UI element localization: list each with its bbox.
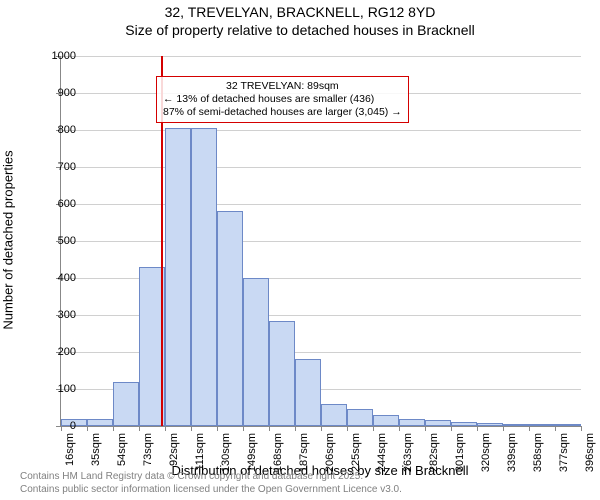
gridline-h xyxy=(61,204,581,205)
annotation-box: 32 TREVELYAN: 89sqm← 13% of detached hou… xyxy=(156,76,409,123)
histogram-bar xyxy=(243,278,269,426)
histogram-bar xyxy=(165,128,191,426)
x-tick-label: 206sqm xyxy=(324,433,336,472)
x-tick-label: 149sqm xyxy=(246,433,258,472)
x-tick-mark xyxy=(451,426,452,431)
x-tick-label: 92sqm xyxy=(168,433,180,466)
x-tick-mark xyxy=(425,426,426,431)
histogram-bar xyxy=(347,409,373,426)
x-tick-label: 320sqm xyxy=(480,433,492,472)
footer-attribution: Contains HM Land Registry data © Crown c… xyxy=(20,471,402,496)
y-tick-label: 500 xyxy=(36,235,76,247)
x-tick-mark xyxy=(113,426,114,431)
x-tick-mark xyxy=(399,426,400,431)
histogram-bar xyxy=(373,415,399,426)
y-tick-label: 400 xyxy=(36,272,76,284)
x-tick-label: 73sqm xyxy=(142,433,154,466)
x-tick-mark xyxy=(373,426,374,431)
histogram-bar xyxy=(269,321,295,426)
plot-area: 32 TREVELYAN: 89sqm← 13% of detached hou… xyxy=(60,56,581,427)
x-tick-mark xyxy=(269,426,270,431)
histogram-bar xyxy=(555,424,581,426)
y-tick-label: 300 xyxy=(36,309,76,321)
x-tick-label: 168sqm xyxy=(272,433,284,472)
gridline-h xyxy=(61,167,581,168)
title-address: 32, TREVELYAN, BRACKNELL, RG12 8YD xyxy=(0,4,600,22)
histogram-bar xyxy=(113,382,139,426)
x-tick-mark xyxy=(477,426,478,431)
gridline-h xyxy=(61,56,581,57)
histogram-bar xyxy=(217,211,243,426)
histogram-bar xyxy=(191,128,217,426)
x-tick-mark xyxy=(295,426,296,431)
histogram-bar xyxy=(503,424,529,426)
x-tick-label: 54sqm xyxy=(116,433,128,466)
y-tick-label: 200 xyxy=(36,346,76,358)
y-tick-label: 900 xyxy=(36,87,76,99)
y-tick-label: 700 xyxy=(36,161,76,173)
y-tick-label: 100 xyxy=(36,383,76,395)
x-tick-label: 377sqm xyxy=(558,433,570,472)
x-tick-label: 396sqm xyxy=(584,433,596,472)
x-tick-mark xyxy=(581,426,582,431)
x-tick-label: 187sqm xyxy=(298,433,310,472)
title-subtitle: Size of property relative to detached ho… xyxy=(0,22,600,40)
x-tick-mark xyxy=(321,426,322,431)
y-tick-label: 800 xyxy=(36,124,76,136)
histogram-bar xyxy=(87,419,113,426)
x-tick-label: 244sqm xyxy=(376,433,388,472)
x-tick-label: 263sqm xyxy=(402,433,414,472)
x-tick-mark xyxy=(529,426,530,431)
x-tick-mark xyxy=(555,426,556,431)
annotation-line: ← 13% of detached houses are smaller (43… xyxy=(163,93,402,106)
x-tick-label: 16sqm xyxy=(64,433,76,466)
x-tick-label: 301sqm xyxy=(454,433,466,472)
gridline-h xyxy=(61,241,581,242)
histogram-bar xyxy=(321,404,347,426)
footer-line1: Contains HM Land Registry data © Crown c… xyxy=(20,471,402,484)
x-tick-mark xyxy=(191,426,192,431)
histogram-bar xyxy=(399,419,425,426)
histogram-bar xyxy=(529,424,555,426)
y-tick-label: 0 xyxy=(36,420,76,432)
histogram-bar xyxy=(477,423,503,426)
y-axis-label: Number of detached properties xyxy=(1,150,16,329)
x-tick-mark xyxy=(503,426,504,431)
x-tick-label: 282sqm xyxy=(428,433,440,472)
gridline-h xyxy=(61,130,581,131)
title-block: 32, TREVELYAN, BRACKNELL, RG12 8YD Size … xyxy=(0,0,600,39)
annotation-line: 87% of semi-detached houses are larger (… xyxy=(163,106,402,119)
footer-line2: Contains public sector information licen… xyxy=(20,484,402,497)
x-tick-mark xyxy=(347,426,348,431)
x-tick-label: 339sqm xyxy=(506,433,518,472)
histogram-bar xyxy=(295,359,321,426)
histogram-bar xyxy=(425,420,451,426)
x-tick-label: 35sqm xyxy=(90,433,102,466)
x-tick-mark xyxy=(165,426,166,431)
x-tick-mark xyxy=(139,426,140,431)
y-tick-label: 600 xyxy=(36,198,76,210)
x-tick-mark xyxy=(243,426,244,431)
annotation-line: 32 TREVELYAN: 89sqm xyxy=(163,80,402,93)
x-tick-label: 358sqm xyxy=(532,433,544,472)
chart-container: 32, TREVELYAN, BRACKNELL, RG12 8YD Size … xyxy=(0,0,600,500)
x-tick-label: 130sqm xyxy=(220,433,232,472)
x-tick-mark xyxy=(87,426,88,431)
histogram-bar xyxy=(451,422,477,426)
x-tick-label: 225sqm xyxy=(350,433,362,472)
x-tick-mark xyxy=(217,426,218,431)
x-tick-label: 111sqm xyxy=(194,433,206,471)
y-tick-label: 1000 xyxy=(36,50,76,62)
